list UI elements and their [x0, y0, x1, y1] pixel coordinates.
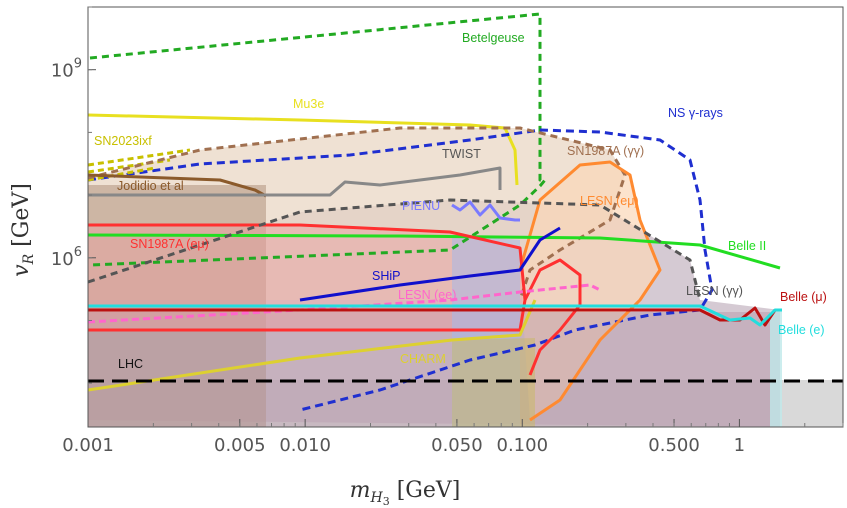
belle-e-region-fill: [770, 310, 782, 427]
y-axis-title: vR [GeV]: [9, 183, 37, 277]
x-tick-label: 0.010: [279, 435, 331, 456]
lesn-emu-region-fill: [520, 162, 660, 420]
x-tick-label: 0.001: [62, 435, 114, 456]
y-tick-label: 106: [51, 245, 82, 270]
x-axis-title: mH3 [GeV]: [350, 478, 461, 508]
plot-frame: [87, 6, 844, 428]
betelgeuse-curve: [89, 12, 547, 267]
x-tick-label: 0.005: [214, 435, 266, 456]
charm-curve: [87, 299, 537, 392]
series-labels: LHC Betelgeuse Mu3e NS γ-rays SN2023ixf TWIST…: [94, 31, 827, 371]
series-label: Belle II: [728, 239, 766, 253]
series-label: Betelgeuse: [462, 31, 525, 45]
lesn-emu-curve: [518, 160, 662, 422]
series-label: CHARM: [400, 352, 446, 366]
series-label: LHC: [118, 357, 143, 371]
x-tick-label: 0.050: [431, 435, 483, 456]
series-label: Jodidio et al: [117, 179, 184, 193]
lesn-ee-curve: [87, 283, 601, 324]
belle-e-curve: [88, 304, 782, 327]
y-axis: 106 109: [51, 6, 96, 384]
belle-ii-curve: [87, 233, 781, 270]
series-label: SN1987A (γγ): [567, 144, 644, 158]
twist-curve: [88, 166, 502, 197]
x-tick-label: 1: [734, 435, 745, 456]
series-label: Mu3e: [293, 97, 324, 111]
x-tick-label: 0.500: [648, 435, 700, 456]
jodidio-curve: [87, 173, 267, 198]
series-label: LESN (γγ): [686, 284, 743, 298]
charm-region-fill: [452, 338, 535, 427]
lesn-gg-curve: [87, 198, 702, 301]
belle-region-fill: [88, 312, 780, 427]
sn2023ixf-curve: [87, 148, 191, 182]
series-label: SN2023ixf: [94, 134, 152, 148]
pienu-curve: [451, 200, 520, 222]
series-label: Belle (e): [778, 323, 825, 337]
x-tick-label: 0.100: [497, 435, 549, 456]
ns-gamma-rays-curve: [87, 128, 714, 412]
series-label: SHiP: [372, 269, 400, 283]
x-axis: 0.001 0.005 0.010 0.050 0.100 0.500 1: [62, 419, 844, 456]
series-label: Belle (μ): [780, 290, 827, 304]
series-label: SN1987A (eμ): [130, 237, 209, 251]
series-label: LESN (ee): [398, 288, 456, 302]
y-tick-label: 109: [51, 57, 82, 82]
sn1987a-emu-region-fill: [88, 225, 525, 330]
sn1987a-emu-curve: [88, 223, 582, 376]
series-label: TWIST: [442, 147, 481, 161]
sn1987a-gg-curve: [87, 126, 627, 301]
series-label: LESN (eμ): [580, 194, 639, 208]
exclusion-curves: [87, 12, 843, 422]
ship-curve: [299, 226, 561, 302]
mu3e-curve: [87, 113, 519, 186]
series-label: PIENU: [402, 199, 440, 213]
series-label: NS γ-rays: [668, 106, 723, 120]
